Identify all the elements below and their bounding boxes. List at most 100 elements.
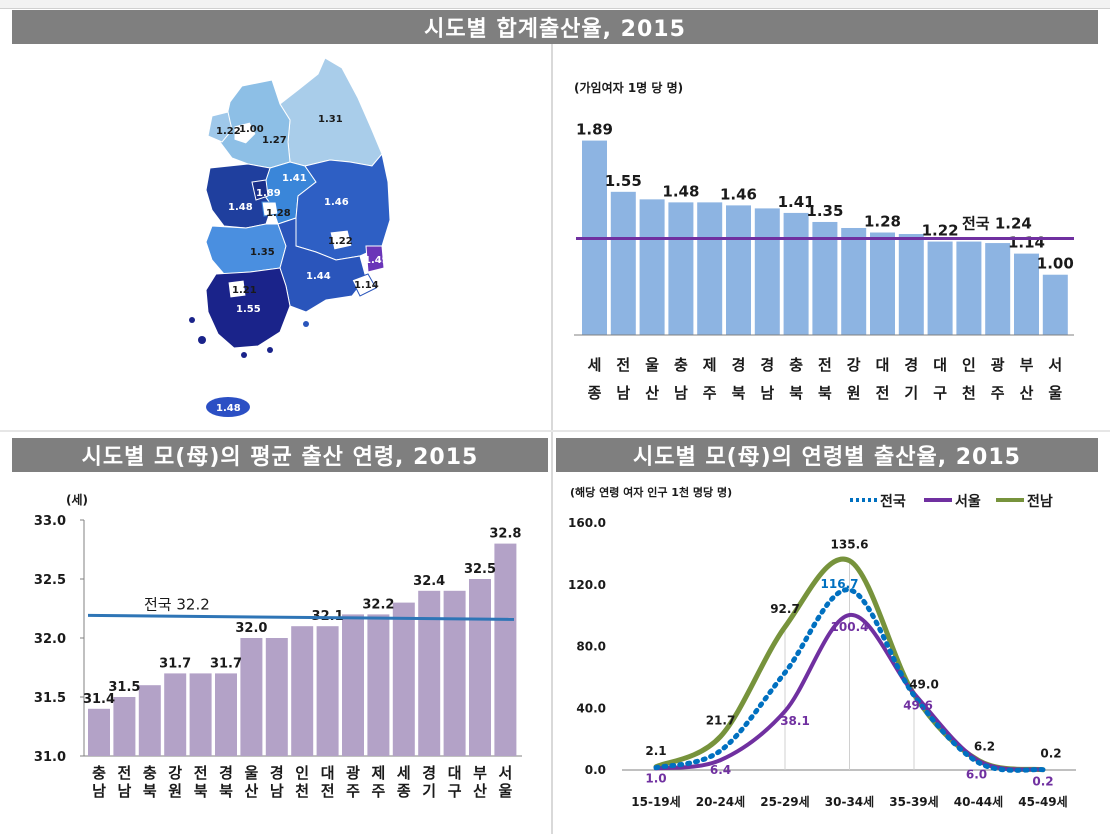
mean-age-bar [265,638,288,756]
mean-age-category-label: 북 [143,782,157,800]
mean-age-bar [494,543,517,756]
tfr-category-label: 북 [789,384,803,402]
tfr-category-label: 원 [847,384,861,402]
mean-age-category-label: 강 [168,764,182,782]
mean-age-bar [418,590,441,756]
tfr-category-label: 종 [588,384,602,402]
mean-age-bar [469,579,491,756]
tfr-category-label: 강 [847,356,861,374]
map-label-daegu: 1.22 [328,236,353,247]
mean-age-bar [342,614,364,756]
tfr-category-label: 울 [1048,384,1062,402]
annotation-jeonnam: 92.7 [770,602,800,616]
map-region-jeonnam [205,267,291,349]
legend-label-jeonnam: 전남 [1027,493,1053,510]
map-island [198,336,206,344]
annotation-jeonnam: 6.2 [974,739,995,753]
tfr-bar [639,199,665,335]
tfr-category-label: 천 [962,384,976,402]
map-label-gwangju: 1.21 [232,285,257,296]
tfr-category-label: 북 [818,384,832,402]
tfr-value-label: 1.14 [1008,234,1045,252]
mean-age-bar [291,626,314,756]
mean-age-category-label: 경 [422,764,436,782]
age-rate-y-tick: 40.0 [576,701,606,715]
age-rate-y-tick: 160.0 [568,516,606,530]
mean-age-category-label: 부 [473,764,487,782]
tfr-value-label: 1.55 [605,172,642,190]
mean-age-category-label: 인 [295,764,309,782]
mean-age-category-label: 북 [219,782,233,800]
mean-age-category-label: 충 [92,764,106,782]
mean-age-national-line [87,613,515,621]
mean-age-category-label: 산 [473,782,487,800]
map-label-jeju: 1.48 [216,403,241,414]
map-label-gyeongnam: 1.44 [306,271,331,282]
tfr-category-label: 주 [991,384,1005,402]
banner-mean-age-title: 시도별 모(母)의 평균 출산 연령, 2015 [12,438,548,472]
tfr-category-label: 남 [674,384,688,402]
annotation-jeonnam: 21.7 [706,714,736,728]
mean-age-category-label: 대 [448,764,462,782]
age-rate-category-label: 15-19세 [631,794,680,809]
map-label-incheon: 1.22 [216,126,241,137]
tfr-category-label: 전 [818,356,832,374]
tfr-value-label: 1.46 [720,185,757,203]
mean-age-bar [164,673,187,756]
legend-label-seoul: 서울 [955,493,981,510]
mean-age-category-label: 구 [448,782,462,800]
korea-map: 1.31 1.22 1.00 1.27 1.41 1.89 1.48 1.28 … [189,57,391,417]
mean-age-bar [443,590,466,756]
map-label-gyeongbuk: 1.46 [324,197,349,208]
mean-age-value-label: 32.8 [489,527,521,542]
map-label-sejong: 1.89 [256,188,281,199]
age-rate-line-seoul [654,613,1045,772]
mean-age-value-label: 32.2 [362,597,394,612]
mean-age-category-label: 충 [143,764,157,782]
map-label-jeonbuk: 1.35 [250,247,275,258]
mean-age-y-tick: 32.5 [34,573,66,588]
mean-age-value-label: 32.5 [464,562,496,577]
map-region-sejong [251,179,269,201]
mean-age-category-label: 기 [422,782,436,800]
mean-age-value-label: 31.5 [108,680,140,695]
map-label-jeonnam: 1.55 [236,304,261,315]
mean-age-bar [392,602,415,756]
annotation-seoul: 100.4 [831,620,869,634]
map-region-incheon [207,111,233,143]
mean-age-category-label: 산 [244,782,258,800]
tfr-category-label: 전 [876,384,890,402]
tfr-value-label: 1.35 [806,202,843,220]
mean-age-category-label: 울 [244,764,258,782]
annotation-jeonnam: 0.2 [1040,747,1061,761]
tfr-category-label: 북 [732,384,746,402]
age-rate-unit-label: (해당 연령 여자 인구 1천 명당 명) [570,485,732,499]
annotation-jeonnam: 135.6 [831,538,869,552]
tfr-category-label: 경 [904,356,918,374]
tfr-bar [985,243,1011,335]
age-rate-y-tick: 80.0 [576,640,606,654]
mean-age-category-label: 천 [295,782,309,800]
mean-age-category-label: 남 [117,782,131,800]
mean-age-bar [215,673,237,756]
map-value-labels: 1.31 1.22 1.00 1.27 1.41 1.89 1.48 1.28 … [216,114,389,414]
mean-age-y-tick: 33.0 [34,514,66,529]
tfr-category-label: 충 [674,356,688,374]
mean-age-y-tick: 31.5 [34,691,66,706]
annotation-seoul: 1.0 [645,771,666,785]
tfr-category-label: 부 [1020,356,1034,374]
tfr-bar [841,227,867,335]
mean-age-bar [367,614,390,756]
tfr-bar [870,232,895,335]
annotation-seoul: 6.4 [710,763,731,777]
tfr-category-label: 전 [616,356,630,374]
mean-age-bar [138,685,161,756]
mean-age-category-label: 대 [321,764,335,782]
tfr-category-label: 남 [760,384,774,402]
tfr-category-label: 울 [645,356,659,374]
tfr-bar [956,241,982,335]
map-label-busan: 1.14 [354,280,379,291]
tfr-bar [697,202,723,335]
annotation-seoul: 0.2 [1032,775,1053,789]
tfr-category-label: 제 [703,356,717,374]
